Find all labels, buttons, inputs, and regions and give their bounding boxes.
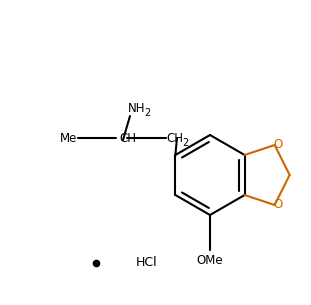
Text: 2: 2 — [144, 108, 150, 118]
Text: CH: CH — [119, 131, 136, 145]
Text: HCl: HCl — [136, 257, 158, 270]
Text: O: O — [273, 199, 282, 211]
Text: NH: NH — [128, 102, 146, 114]
Text: Me: Me — [60, 131, 77, 145]
Text: O: O — [273, 138, 282, 152]
Text: OMe: OMe — [197, 253, 223, 267]
Text: 2: 2 — [182, 138, 188, 148]
Text: CH: CH — [166, 131, 183, 145]
